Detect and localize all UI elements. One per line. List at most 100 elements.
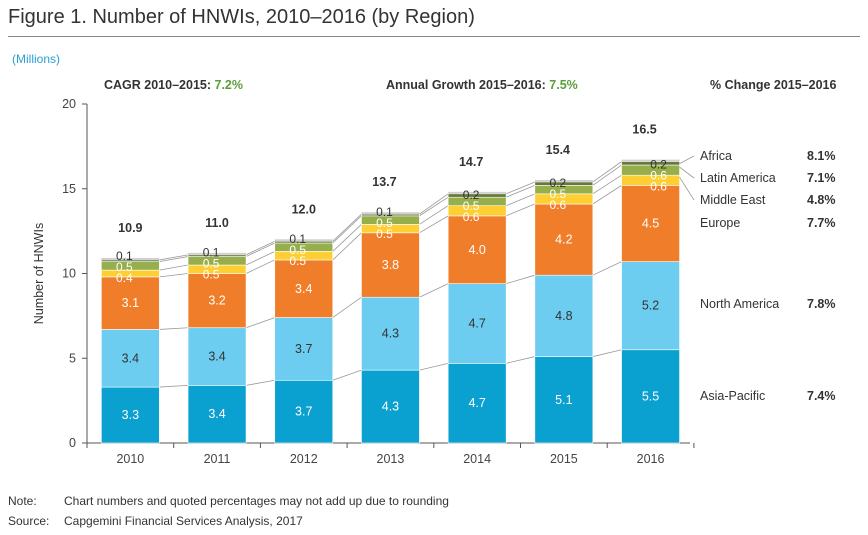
data-label: 5.5 xyxy=(642,389,659,403)
connector-line xyxy=(419,196,449,217)
x-tick-label: 2015 xyxy=(550,452,578,466)
x-tick-label: 2010 xyxy=(116,452,144,466)
connector-line xyxy=(506,274,535,285)
total-label: 12.0 xyxy=(292,202,316,216)
data-label: 0.5 xyxy=(203,257,220,271)
connector-line xyxy=(505,184,536,198)
data-label: 4.7 xyxy=(468,317,485,331)
legend-change: 7.1% xyxy=(807,171,836,185)
bar-segment xyxy=(534,356,594,444)
data-label: 4.5 xyxy=(642,216,659,230)
data-label: 0.5 xyxy=(203,268,220,282)
data-label: 0.5 xyxy=(116,260,133,274)
y-tick-label: 15 xyxy=(62,182,76,196)
x-tick-label: 2016 xyxy=(637,452,665,466)
legend-change: 7.8% xyxy=(807,297,836,311)
figure-title: Figure 1. Number of HNWIs, 2010–2016 (by… xyxy=(8,6,475,28)
x-tick-label: 2014 xyxy=(463,452,491,466)
bar-cap xyxy=(274,239,333,242)
legend-leader xyxy=(679,155,695,164)
connector-line xyxy=(245,242,275,257)
connector-line xyxy=(332,369,362,381)
data-label: 0.5 xyxy=(376,216,393,230)
growth-header: Annual Growth 2015–2016: 7.5% xyxy=(386,78,578,92)
data-label: 3.4 xyxy=(295,282,312,296)
data-label: 4.2 xyxy=(555,233,572,247)
bar-segment xyxy=(101,386,160,444)
bar-segment xyxy=(534,203,594,276)
connector-line xyxy=(592,185,622,205)
y-tick-label: 10 xyxy=(62,267,76,281)
bar-segment xyxy=(361,296,420,371)
data-label: 3.4 xyxy=(208,407,225,421)
legend-leader xyxy=(679,166,695,179)
connector-line xyxy=(159,264,189,271)
connector-line xyxy=(332,215,362,244)
growth-value: 7.5% xyxy=(549,78,578,92)
connector-line xyxy=(245,251,275,266)
bar-segment xyxy=(274,259,334,318)
connector-line xyxy=(592,261,622,276)
bar-segment xyxy=(621,185,680,262)
title-divider xyxy=(8,36,860,37)
cagr-header: CAGR 2010–2015: 7.2% xyxy=(104,78,243,92)
legend-change: 7.4% xyxy=(807,389,836,403)
data-label: 0.5 xyxy=(289,243,306,257)
data-label: 3.8 xyxy=(382,258,399,272)
legend-change: 8.1% xyxy=(807,149,836,163)
cagr-value: 7.2% xyxy=(214,78,244,92)
legend-leader xyxy=(679,176,695,201)
data-label: 0.1 xyxy=(203,246,220,260)
note-text: Chart numbers and quoted percentages may… xyxy=(64,494,449,508)
bar-segment xyxy=(447,363,507,444)
source-line: Source: Capgemini Financial Services Anal… xyxy=(8,514,303,528)
cagr-label: CAGR 2010–2015: xyxy=(104,78,212,92)
bar-cap xyxy=(534,179,593,182)
note-label: Note: xyxy=(8,494,37,508)
bar-cap xyxy=(621,159,680,162)
data-label: 0.6 xyxy=(650,179,667,193)
legend-label: Asia-Pacific xyxy=(700,389,765,403)
data-label: 0.2 xyxy=(650,157,667,171)
data-label: 3.2 xyxy=(208,294,225,308)
legend-label: Africa xyxy=(700,149,732,163)
data-label: 4.7 xyxy=(468,396,485,410)
total-label: 16.5 xyxy=(632,123,656,137)
data-label: 0.1 xyxy=(116,249,133,263)
data-label: 0.5 xyxy=(376,227,393,241)
connector-line xyxy=(245,259,275,274)
data-label: 0.1 xyxy=(289,232,306,246)
connector-line xyxy=(419,215,449,234)
connector-line xyxy=(505,193,536,207)
connector-line xyxy=(159,254,189,261)
data-label: 0.6 xyxy=(550,198,567,212)
data-label: 5.1 xyxy=(555,393,572,407)
connector-line xyxy=(592,161,622,183)
data-label: 3.7 xyxy=(295,405,312,419)
connector-line xyxy=(592,164,622,186)
growth-label: Annual Growth 2015–2016: xyxy=(386,78,546,92)
connector-line xyxy=(332,232,362,261)
bar-segment xyxy=(274,317,334,381)
connector-line xyxy=(332,224,362,252)
connector-line xyxy=(419,205,449,225)
y-axis-title: Number of HNWIs xyxy=(32,223,46,324)
data-label: 0.6 xyxy=(650,168,667,182)
connector-line xyxy=(419,283,449,298)
bar-cap xyxy=(101,257,160,260)
legend-change: 7.7% xyxy=(807,216,836,230)
connector-line xyxy=(419,193,449,215)
data-label: 4.0 xyxy=(468,243,485,257)
connector-line xyxy=(159,327,189,330)
x-tick-label: 2012 xyxy=(290,452,318,466)
connector-line xyxy=(592,174,622,195)
legend-label: Middle East xyxy=(700,193,766,207)
connector-line xyxy=(332,213,362,242)
bar-segment xyxy=(187,327,247,386)
data-label: 4.3 xyxy=(382,400,399,414)
connector-line xyxy=(419,362,449,371)
bar-segment xyxy=(187,385,247,444)
y-tick-label: 5 xyxy=(69,351,76,365)
connector-line xyxy=(159,273,189,278)
